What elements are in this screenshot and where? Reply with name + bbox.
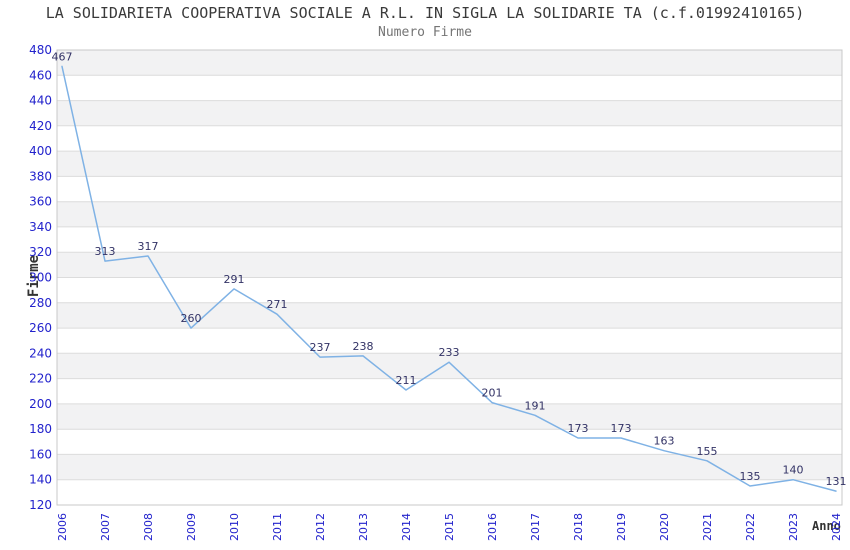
y-tick-label: 180 xyxy=(29,422,52,436)
plot-band xyxy=(57,302,842,329)
data-point-label: 260 xyxy=(181,312,202,325)
plot-band xyxy=(57,50,842,76)
y-tick-label: 320 xyxy=(29,245,52,259)
x-tick-label: 2015 xyxy=(443,513,456,541)
x-tick-label: 2017 xyxy=(529,513,542,541)
x-axis-title: Anno xyxy=(812,519,841,533)
data-point-label: 135 xyxy=(740,470,761,483)
y-tick-label: 220 xyxy=(29,372,52,386)
x-tick-label: 2011 xyxy=(271,513,284,541)
plot-band xyxy=(57,454,842,480)
chart-title: LA SOLIDARIETA COOPERATIVA SOCIALE A R.L… xyxy=(45,4,805,22)
chart-subtitle: Numero Firme xyxy=(378,25,472,40)
data-point-label: 173 xyxy=(568,422,589,435)
x-tick-label: 2010 xyxy=(228,513,241,541)
firme-line-series xyxy=(61,65,837,492)
x-tick-label: 2012 xyxy=(314,513,327,541)
plot-border xyxy=(56,49,843,506)
data-point-label: 238 xyxy=(353,340,374,353)
plot-band xyxy=(57,403,842,430)
y-tick-label: 260 xyxy=(29,321,52,335)
data-point-label: 291 xyxy=(224,273,245,286)
y-tick-label: 120 xyxy=(29,498,52,512)
x-tick-label: 2009 xyxy=(185,513,198,541)
x-tick-label: 2020 xyxy=(658,513,671,541)
x-tick-label: 2024 xyxy=(830,513,843,541)
data-point-label: 237 xyxy=(310,341,331,354)
y-tick-label: 200 xyxy=(29,397,52,411)
y-tick-label: 440 xyxy=(29,94,52,108)
x-tick-label: 2016 xyxy=(486,513,499,541)
plot-band xyxy=(57,201,842,227)
data-point-label: 191 xyxy=(525,399,546,412)
y-tick-label: 280 xyxy=(29,296,52,310)
data-point-label: 131 xyxy=(826,475,847,488)
y-tick-label: 300 xyxy=(29,271,52,285)
plot-band xyxy=(57,353,842,379)
y-tick-label: 380 xyxy=(29,169,52,183)
data-point-label: 140 xyxy=(783,464,804,477)
y-tick-label: 480 xyxy=(29,43,52,57)
y-tick-label: 460 xyxy=(29,68,52,82)
data-point-label: 313 xyxy=(95,245,116,258)
x-tick-label: 2022 xyxy=(744,513,757,541)
y-tick-label: 140 xyxy=(29,473,52,487)
plot-band xyxy=(57,100,842,126)
x-tick-label: 2008 xyxy=(142,513,155,541)
x-tick-label: 2014 xyxy=(400,513,413,541)
x-tick-label: 2019 xyxy=(615,513,628,541)
x-tick-label: 2006 xyxy=(56,513,69,541)
y-tick-label: 160 xyxy=(29,447,52,461)
y-tick-label: 360 xyxy=(29,195,52,209)
data-point-label: 271 xyxy=(267,298,288,311)
data-point-label: 467 xyxy=(52,50,73,63)
data-point-label: 233 xyxy=(439,346,460,359)
x-tick-label: 2021 xyxy=(701,513,714,541)
y-tick-label: 400 xyxy=(29,144,52,158)
x-tick-label: 2023 xyxy=(787,513,800,541)
data-point-label: 211 xyxy=(396,374,417,387)
x-tick-label: 2007 xyxy=(99,513,112,541)
data-point-label: 317 xyxy=(138,240,159,253)
plot-band xyxy=(57,252,842,278)
y-tick-label: 240 xyxy=(29,346,52,360)
data-point-label: 155 xyxy=(697,445,718,458)
y-tick-label: 420 xyxy=(29,119,52,133)
x-tick-label: 2013 xyxy=(357,513,370,541)
x-tick-label: 2018 xyxy=(572,513,585,541)
data-point-label: 201 xyxy=(482,387,503,400)
plot-band xyxy=(57,151,842,177)
data-point-label: 173 xyxy=(611,422,632,435)
data-point-label: 163 xyxy=(654,435,675,448)
y-tick-label: 340 xyxy=(29,220,52,234)
